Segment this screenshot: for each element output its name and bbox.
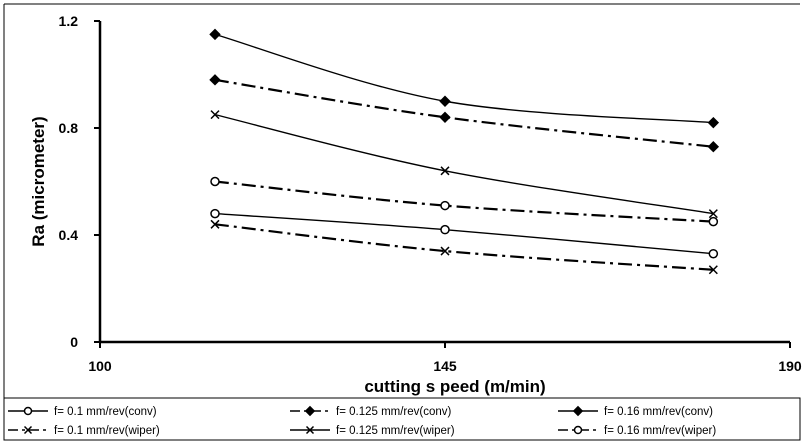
data-point (210, 176, 220, 187)
series-group (209, 28, 720, 275)
legend-label: f= 0.1 mm/rev(wiper) (54, 425, 160, 437)
data-point (708, 209, 718, 219)
data-point (209, 74, 221, 86)
legend-marker (23, 406, 33, 416)
series-1 (210, 208, 719, 259)
series-6 (210, 176, 719, 227)
data-point (708, 265, 718, 275)
legend-label: f= 0.16 mm/rev(conv) (604, 406, 713, 418)
y-tick-label: 0 (70, 334, 78, 350)
legend-item-4: f= 0.1 mm/rev(wiper) (8, 425, 160, 437)
series-line (214, 180, 714, 223)
plot-area (3, 3, 800, 398)
x-tick-label: 145 (433, 358, 457, 374)
series-2 (209, 74, 720, 153)
data-point (439, 111, 451, 124)
data-point (440, 224, 450, 235)
legend-label: f= 0.125 mm/rev(wiper) (336, 425, 455, 437)
y-tick-label: 1.2 (59, 13, 79, 29)
data-point (440, 166, 450, 176)
y-axis-title: Ra (micrometer) (29, 116, 48, 246)
x-axis-title: cutting s peed (m/min) (364, 377, 545, 396)
legend-item-6: f= 0.16 mm/rev(wiper) (558, 425, 716, 437)
legend-item-2: f= 0.125 mm/rev(conv) (290, 405, 452, 418)
legend-label: f= 0.1 mm/rev(conv) (54, 406, 157, 418)
legend-marker (572, 405, 584, 417)
data-point (708, 216, 719, 227)
series-5 (210, 110, 718, 219)
series-4 (210, 219, 718, 275)
legend-label: f= 0.16 mm/rev(wiper) (604, 425, 716, 437)
series-line (214, 78, 714, 148)
y-tick-label: 0.8 (59, 120, 79, 136)
data-point (440, 200, 450, 211)
legend-marker (304, 405, 316, 417)
legend-marker (305, 425, 315, 435)
x-tick-label: 100 (88, 358, 112, 374)
data-point (707, 116, 720, 129)
data-point (440, 246, 450, 256)
y-tick-label: 0.4 (59, 227, 79, 243)
legend-item-1: f= 0.1 mm/rev(conv) (8, 406, 157, 418)
data-point (210, 208, 220, 219)
data-point (210, 110, 220, 120)
legend-item-3: f= 0.16 mm/rev(conv) (558, 405, 713, 418)
legend-marker (573, 425, 583, 435)
legend-marker (23, 425, 33, 435)
data-point (209, 28, 221, 41)
series-line (214, 223, 714, 271)
data-point (707, 141, 720, 153)
legend-item-5: f= 0.125 mm/rev(wiper) (290, 425, 455, 437)
x-tick-label: 190 (778, 358, 802, 374)
legend-label: f= 0.125 mm/rev(conv) (336, 406, 452, 418)
series-3 (209, 28, 720, 129)
legend-box (3, 397, 801, 441)
legend: f= 0.1 mm/rev(conv) f= 0.125 mm/rev(conv)… (3, 397, 801, 441)
data-point (439, 95, 451, 107)
data-point (708, 248, 719, 259)
data-point (210, 219, 220, 229)
axes: 0 0.4 0.8 1.2 100 145 190 (59, 13, 802, 374)
